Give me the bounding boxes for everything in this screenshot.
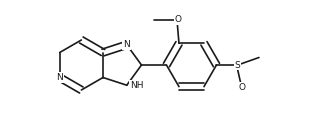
Text: S: S bbox=[235, 60, 241, 70]
Text: O: O bbox=[174, 15, 181, 24]
Text: O: O bbox=[238, 83, 245, 92]
Text: N: N bbox=[123, 40, 130, 49]
Text: N: N bbox=[56, 73, 63, 82]
Text: NH: NH bbox=[130, 81, 143, 90]
